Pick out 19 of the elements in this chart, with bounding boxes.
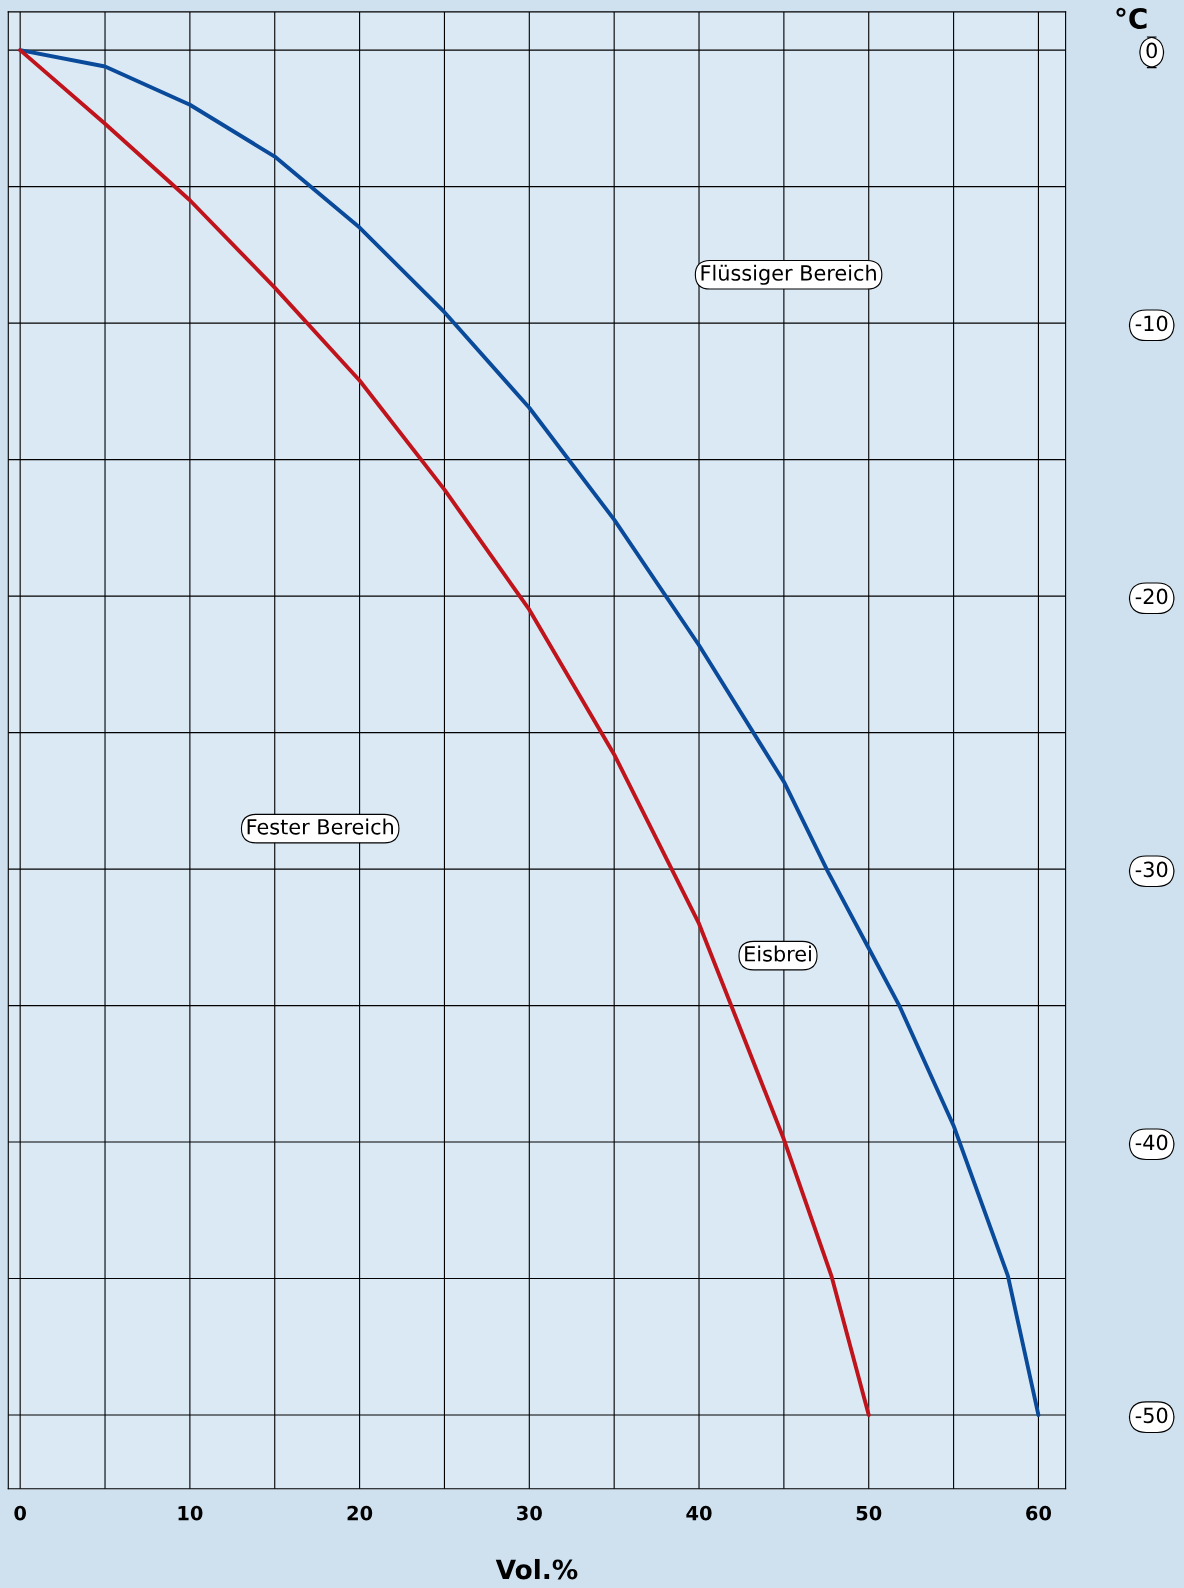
x-tick-label: 60 (1026, 1505, 1052, 1521)
x-tick-label: 0 (14, 1505, 26, 1521)
x-tick-label: 40 (686, 1505, 712, 1521)
y-tick-label: -20 (1135, 588, 1168, 605)
x-tick-label: 20 (347, 1505, 373, 1521)
annotation: Fester Bereich (247, 818, 393, 835)
y-tick-label: -30 (1135, 861, 1168, 878)
y-tick-label: -50 (1135, 1407, 1168, 1424)
annotation: Eisbrei (745, 945, 811, 962)
x-axis-title: Vol.% (495, 1558, 578, 1580)
x-tick-label: 30 (517, 1505, 542, 1521)
line-series (18, 48, 1041, 1417)
x-tick-label: 10 (178, 1505, 203, 1521)
annotation: Flüssiger Bereich (701, 264, 876, 285)
y-tick-label: -40 (1135, 1134, 1168, 1151)
y-tick-label: 0 (1146, 42, 1157, 59)
x-tick-label: 50 (856, 1505, 882, 1521)
y-axis-title: °C (1116, 7, 1147, 29)
y-tick-label: -10 (1135, 315, 1168, 332)
